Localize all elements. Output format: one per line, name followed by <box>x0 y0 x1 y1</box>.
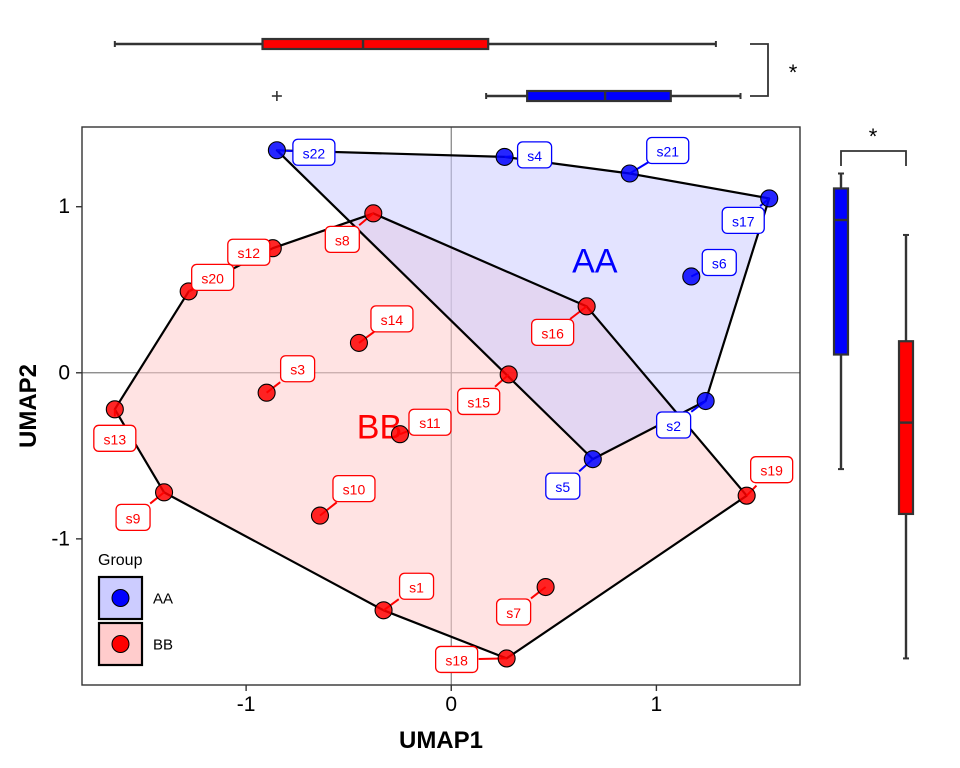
point-label-box-s3 <box>279 355 316 383</box>
point-s10 <box>310 506 330 525</box>
point-label-s2: s2 <box>666 418 681 434</box>
point-s8 <box>364 204 383 223</box>
point-label-box-s2 <box>655 411 692 439</box>
x-tick-label: -1 <box>237 693 256 716</box>
point-s18 <box>497 649 516 668</box>
point-s13 <box>105 400 124 419</box>
point-s11 <box>390 425 410 444</box>
point-label-box-s22 <box>292 138 336 166</box>
point-label-box-s10 <box>332 474 376 503</box>
point-label-box-s8 <box>324 225 360 254</box>
point-label-box-s6 <box>701 248 737 277</box>
point-label-box-s11 <box>408 408 452 436</box>
point-label-box-s7 <box>495 598 532 626</box>
point-label-box-s21 <box>646 136 690 165</box>
y-tick-label: -1 <box>51 527 70 550</box>
point-label-box-s12 <box>227 238 271 266</box>
right-significance-mark: * <box>869 124 878 149</box>
point-label-box-s1 <box>398 572 435 600</box>
point-s22 <box>267 141 286 160</box>
point-label-s10: s10 <box>343 482 366 498</box>
legend-marker-AA <box>111 589 130 607</box>
point-label-s15: s15 <box>467 394 490 410</box>
y-tick-label: 0 <box>58 361 70 384</box>
point-s16 <box>577 297 596 316</box>
point-label-s19: s19 <box>760 463 783 479</box>
point-label-s6: s6 <box>712 255 727 271</box>
point-label-box-s15 <box>457 387 501 416</box>
point-s14 <box>349 333 368 352</box>
point-label-box-s14 <box>370 305 414 333</box>
point-label-box-s19 <box>750 456 794 484</box>
point-s6 <box>682 267 701 286</box>
point-label-s20: s20 <box>201 270 224 286</box>
point-label-s12: s12 <box>237 245 260 261</box>
point-label-s14: s14 <box>381 312 404 328</box>
point-label-s18: s18 <box>445 652 468 668</box>
point-label-box-s4 <box>516 141 553 169</box>
point-s5 <box>583 450 602 469</box>
legend-label-BB: BB <box>153 637 173 654</box>
point-label-box-s9 <box>115 503 151 532</box>
point-label-s3: s3 <box>290 362 305 378</box>
point-label-s8: s8 <box>335 232 350 248</box>
x-axis-title: UMAP1 <box>399 727 483 754</box>
top-box-AA <box>526 89 672 103</box>
point-label-s9: s9 <box>126 510 141 526</box>
legend: Group AA BB <box>90 540 173 675</box>
point-s1 <box>374 601 393 620</box>
point-label-s22: s22 <box>303 145 326 161</box>
right-box-BB <box>897 340 915 516</box>
point-label-s11: s11 <box>419 415 441 431</box>
point-s9 <box>155 483 174 502</box>
top-bracket <box>750 43 769 97</box>
top-box-BB <box>261 37 490 51</box>
point-label-box-s16 <box>531 318 575 347</box>
point-s2 <box>696 391 715 411</box>
plot-border <box>81 126 801 686</box>
point-label-box-s18 <box>434 645 479 674</box>
point-label-box-s5 <box>545 472 581 500</box>
point-label-s16: s16 <box>541 325 564 341</box>
right-marginal-boxplots <box>832 172 915 660</box>
hull-fill-AA <box>276 150 770 460</box>
point-s21 <box>620 164 639 183</box>
legend-key-BB <box>97 621 144 667</box>
point-label-box-s17 <box>721 206 765 235</box>
point-s4 <box>495 147 514 166</box>
y-axis-title: UMAP2 <box>15 364 42 448</box>
legend-title: Group <box>98 552 143 569</box>
top-significance-bracket: * <box>750 43 798 97</box>
point-s7 <box>536 577 555 597</box>
point-label-s21: s21 <box>656 144 679 160</box>
point-s19 <box>737 486 756 505</box>
right-significance-bracket: * <box>840 124 907 166</box>
point-label-s1: s1 <box>409 579 424 595</box>
point-label-box-s20 <box>191 263 235 292</box>
point-label-s13: s13 <box>104 431 127 447</box>
point-label-box-s13 <box>93 424 137 452</box>
group-label-AA: AA <box>572 243 618 281</box>
point-label-s17: s17 <box>732 213 755 229</box>
point-s15 <box>499 365 518 384</box>
point-label-s5: s5 <box>555 479 570 495</box>
legend-marker-BB <box>111 635 130 653</box>
right-bracket <box>840 150 907 166</box>
axes: -1 0 1 -1 0 1 UMAP1 UMAP2 <box>15 195 662 754</box>
top-marginal-boxplots <box>113 37 742 103</box>
legend-label-AA: AA <box>153 591 173 608</box>
point-label-s4: s4 <box>527 148 542 164</box>
point-s3 <box>257 383 276 402</box>
x-tick-label: 1 <box>651 693 663 716</box>
y-tick-label: 1 <box>58 195 70 218</box>
right-box-AA <box>832 187 850 356</box>
x-tick-label: 0 <box>445 693 457 716</box>
main-panel: AA BB s22 s4 s21 s17 s6 s2 s5 s8 s12 s20 s14 s3 s16 s15… <box>81 126 801 686</box>
top-significance-mark: * <box>789 60 798 85</box>
point-s17 <box>760 189 779 208</box>
point-label-s7: s7 <box>506 605 521 621</box>
